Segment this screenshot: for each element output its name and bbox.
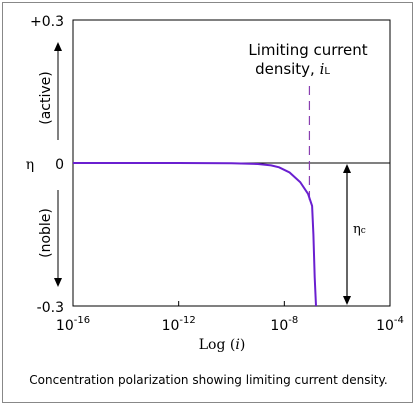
y-tick-label-0: +0.3 [30, 14, 64, 30]
polarization-curve-0 [73, 162, 317, 307]
active-label: (active) [38, 71, 54, 124]
noble-arrow-head [54, 278, 62, 287]
limiting-label-var: i [320, 60, 325, 78]
x-tick-label-3: 10-4 [376, 315, 404, 334]
x-tick-label-2: 10-8 [270, 315, 298, 334]
limiting-label-line2: density, iL [255, 60, 330, 78]
y-tick-label-2: -0.3 [37, 300, 64, 316]
x-axis-label: Log (i) [199, 337, 246, 353]
noble-label: (noble) [38, 208, 54, 258]
eta-c-symbol: η [353, 222, 361, 237]
eta-c-arrow-head-bottom [343, 296, 351, 305]
eta-c-label: ηc [353, 222, 366, 237]
figure-frame [2, 2, 413, 403]
figure-caption: Concentration polarization showing limit… [29, 373, 388, 387]
limiting-label-sub: L [324, 66, 330, 77]
x-tick-label-1: 10-12 [162, 315, 196, 334]
eta-c-arrow-head-top [343, 164, 351, 173]
y-tick-label-1: 0 [55, 157, 64, 173]
limiting-label-line1: Limiting current [248, 41, 367, 59]
x-axis-label-end: ) [240, 337, 245, 353]
x-axis-label-main: Log ( [199, 337, 236, 353]
limiting-label-text: density, [255, 60, 320, 78]
x-axis-label-var: i [235, 337, 239, 353]
y-axis-label: η [26, 157, 34, 173]
x-tick-label-0: 10-16 [56, 315, 90, 334]
active-arrow-head [54, 42, 62, 51]
eta-c-sub: c [361, 226, 366, 236]
